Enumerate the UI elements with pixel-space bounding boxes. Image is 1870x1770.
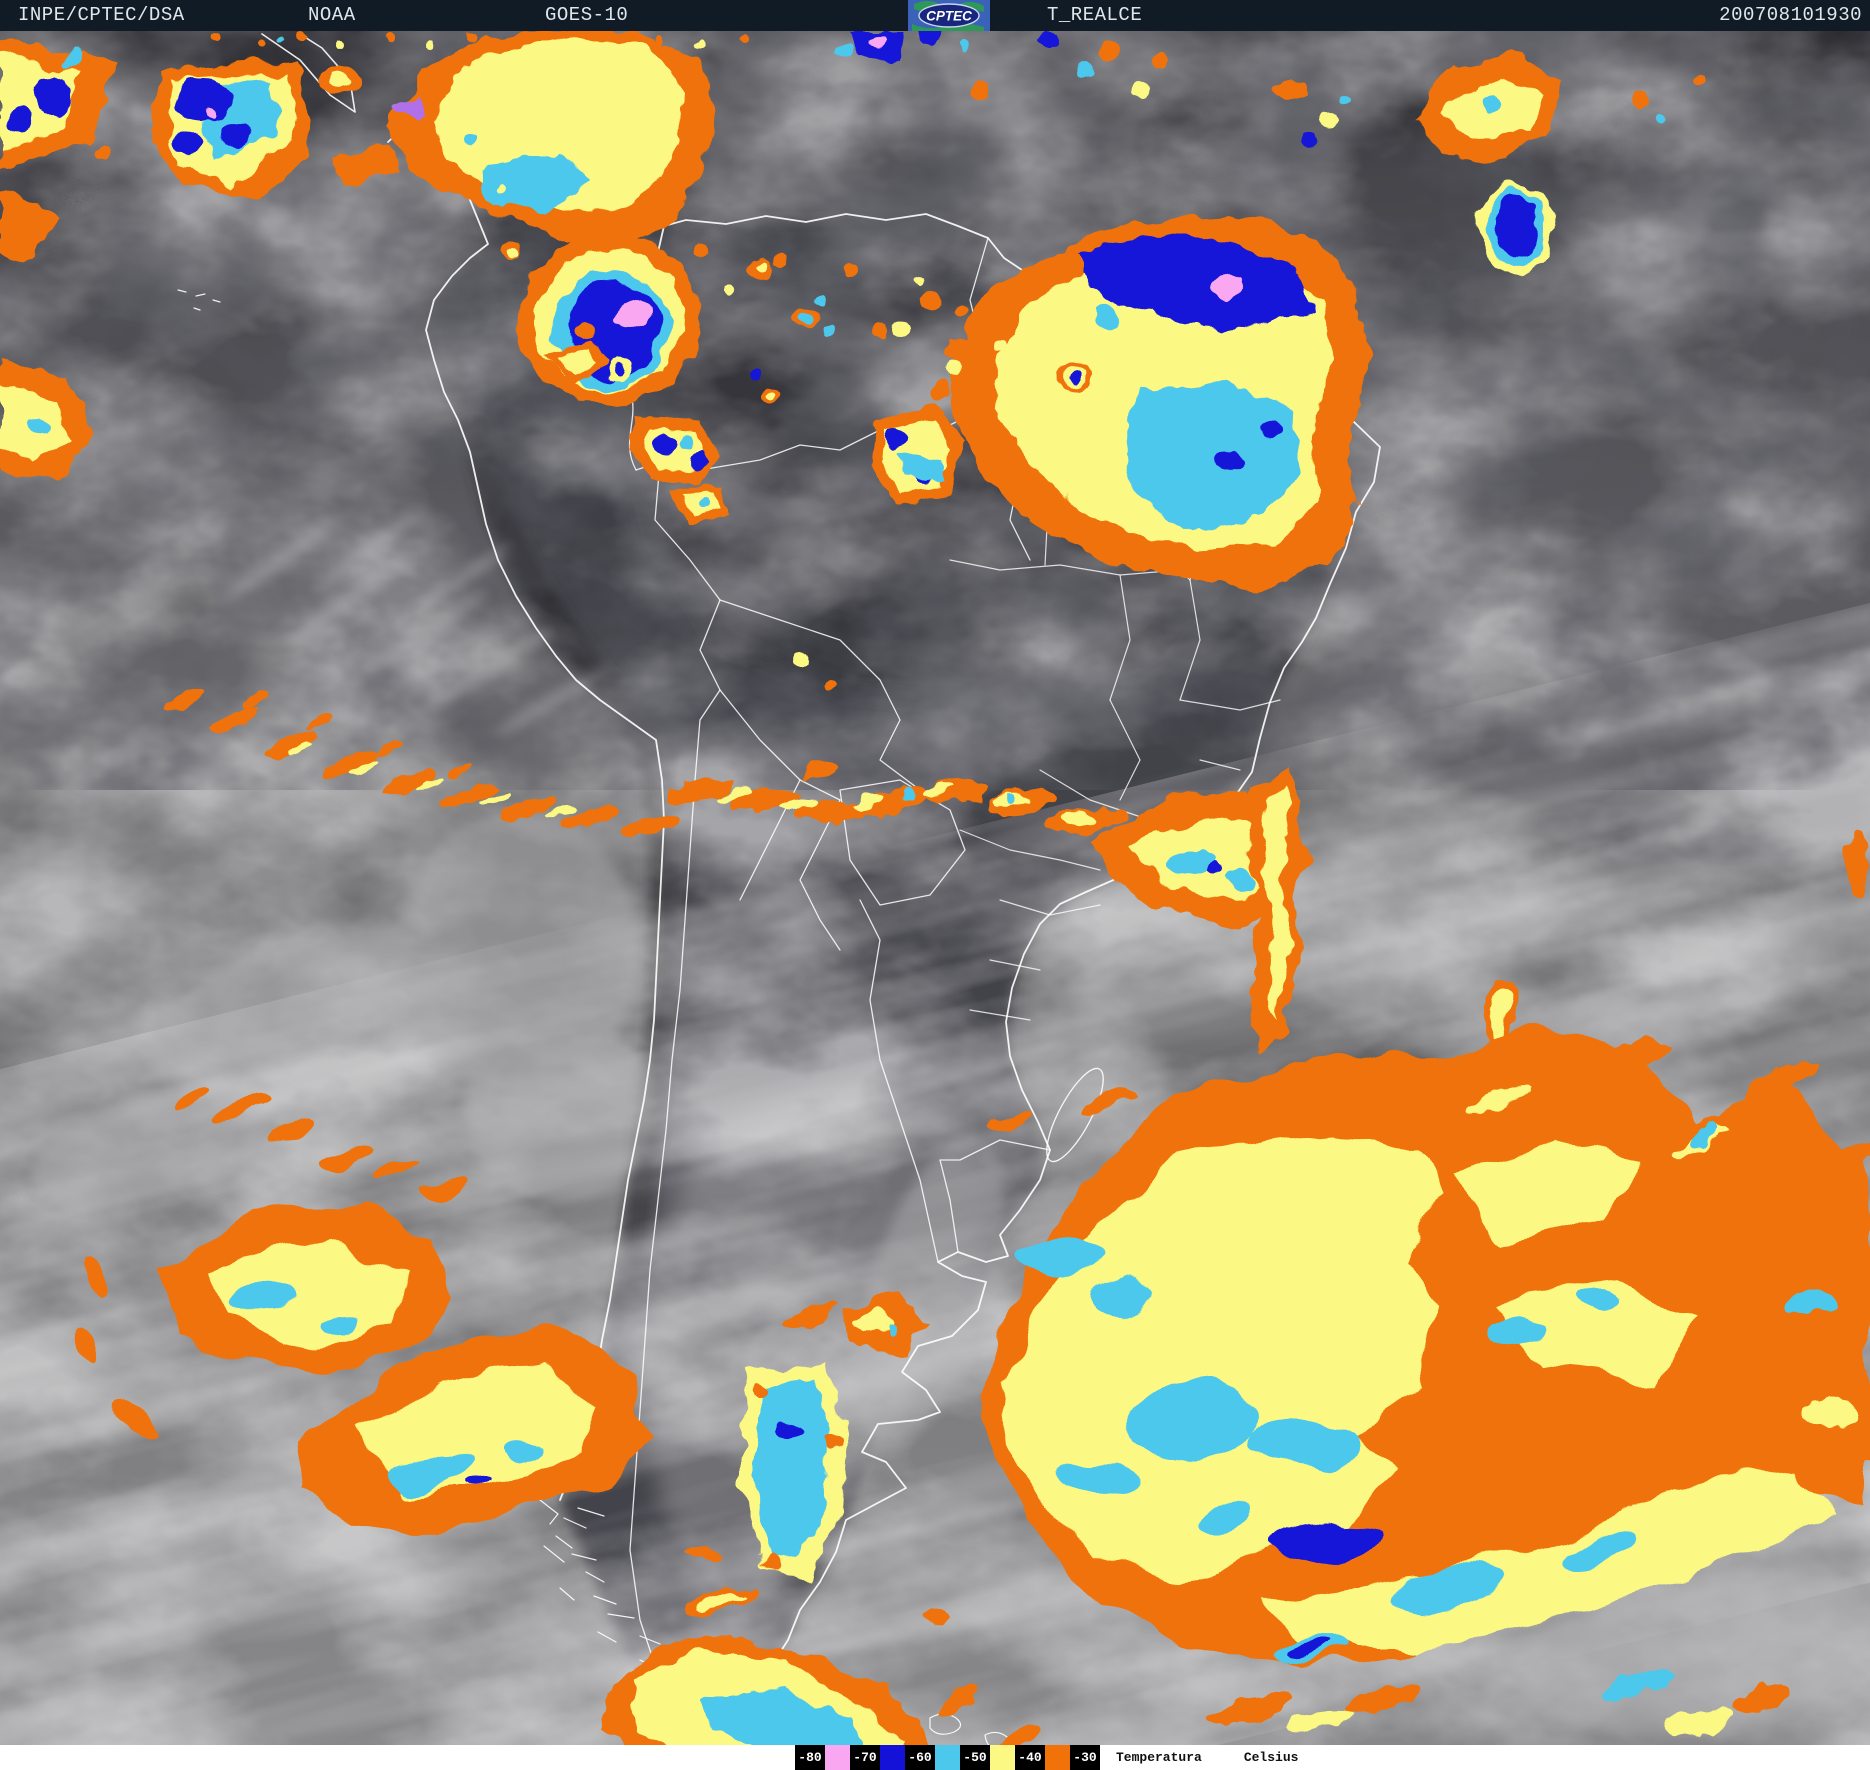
legend-swatch xyxy=(990,1745,1015,1770)
legend-caption-unit: Celsius xyxy=(1243,1750,1299,1765)
storm-cluster-top-right xyxy=(1410,55,1560,274)
legend-label: -30 xyxy=(1070,1745,1100,1770)
legend-label: -70 xyxy=(850,1745,880,1770)
pacific-frontal-band xyxy=(165,688,680,837)
storm-cluster-far-left xyxy=(0,40,120,480)
amazon-cells xyxy=(545,322,1091,691)
cptec-logo-text: CPTEC xyxy=(926,9,972,24)
legend-label: -50 xyxy=(960,1745,990,1770)
legend-label: -80 xyxy=(795,1745,825,1770)
storm-cluster-a xyxy=(150,60,310,200)
cyclone-south-atlantic xyxy=(985,1030,1870,1672)
satellite-label: GOES-10 xyxy=(545,4,629,26)
cptec-logo: CPTEC xyxy=(908,0,990,31)
organization-label: NOAA xyxy=(308,4,356,26)
legend-label: -40 xyxy=(1015,1745,1045,1770)
legend-label: -60 xyxy=(905,1745,935,1770)
legend-swatch xyxy=(935,1745,960,1770)
cyclone-ne-arm xyxy=(987,1039,1870,1736)
header-bar: INPE/CPTEC/DSA NOAA GOES-10 CPTEC T_REAL… xyxy=(0,0,1870,31)
galapagos-islands xyxy=(177,289,221,311)
patagonia-cold-band xyxy=(742,1295,930,1575)
legend-items: -80 -70 -60 -50 -40 -30 xyxy=(795,1745,1100,1770)
continental-frontal-band xyxy=(666,761,1123,832)
storm-cluster-c xyxy=(930,215,1370,590)
legend-bar: -80 -70 -60 -50 -40 -30 Temperatura Celsius xyxy=(0,1745,1870,1770)
legend-swatch xyxy=(880,1745,905,1770)
storm-complex-bottom-left xyxy=(74,1084,650,1530)
coastal-lagoon xyxy=(1046,1067,1104,1163)
pacific-coastline xyxy=(425,149,665,1501)
timestamp-label: 200708101930 xyxy=(1719,4,1862,26)
legend-swatch xyxy=(825,1745,850,1770)
bottom-center-band xyxy=(600,1549,1042,1770)
legend-caption-temperature: Temperatura xyxy=(1116,1750,1202,1765)
agency-label: INPE/CPTEC/DSA xyxy=(18,4,185,26)
coastal-storm-se-brazil xyxy=(1090,770,1868,1057)
legend-swatch xyxy=(1045,1745,1070,1770)
product-label: T_REALCE xyxy=(1047,4,1143,26)
